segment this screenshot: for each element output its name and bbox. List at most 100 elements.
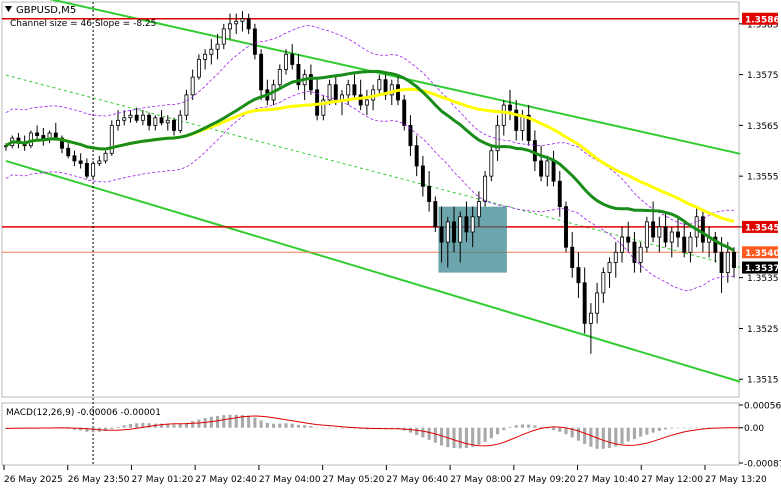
macd-histogram-bar	[552, 427, 556, 431]
candle-body	[464, 216, 469, 233]
macd-histogram-bar	[657, 427, 661, 431]
macd-histogram-bar	[645, 427, 649, 435]
candle-body	[184, 94, 189, 116]
candle	[140, 110, 145, 126]
candle-body	[172, 119, 176, 131]
y-tick-label: 1.3525	[747, 325, 779, 335]
candle-body	[246, 18, 251, 30]
channel-lower-line	[5, 159, 741, 383]
candle-body	[551, 160, 556, 182]
candle-body	[240, 18, 245, 22]
macd-histogram-bar	[265, 422, 269, 428]
macd-histogram-bar	[695, 427, 699, 429]
candle	[458, 211, 463, 263]
candle	[470, 206, 475, 248]
candle	[352, 74, 357, 100]
macd-histogram-bar	[352, 427, 356, 429]
candle	[476, 191, 481, 227]
macd-histogram-bar	[440, 427, 444, 446]
candle	[215, 33, 220, 60]
candle	[433, 196, 438, 232]
macd-histogram-bar	[122, 425, 126, 428]
candle-body	[476, 201, 481, 218]
macd-histogram-bar	[278, 423, 282, 428]
macd-histogram-bar	[197, 419, 201, 428]
chart-symbol-label: GBPUSD,M5	[16, 5, 76, 16]
price-tag-label: 1.3586	[745, 15, 780, 25]
candle	[545, 155, 550, 187]
macd-histogram-bar	[79, 427, 83, 431]
candle-body	[489, 150, 494, 177]
candle-body	[196, 58, 201, 78]
candle-body	[215, 43, 220, 50]
candle	[445, 216, 450, 268]
macd-histogram-bar	[502, 427, 506, 431]
candle	[657, 216, 662, 253]
candle	[595, 282, 600, 324]
y-tick-label: 1.3585	[747, 20, 779, 30]
candle-body	[91, 163, 96, 177]
macd-histogram-bar	[682, 427, 686, 429]
x-tick-label: 27 May 12:00	[641, 475, 703, 485]
candle	[66, 143, 71, 159]
candle	[514, 99, 519, 141]
candle-body	[613, 251, 618, 263]
ma-fast-line	[5, 69, 735, 252]
macd-histogram-bar	[514, 425, 518, 428]
macd-histogram-bar	[135, 423, 139, 428]
macd-histogram-bar	[178, 424, 182, 428]
macd-histogram-bar	[228, 414, 232, 428]
x-tick-label: 27 May 13:20	[705, 475, 767, 485]
candle-body	[595, 292, 600, 314]
candle-body	[140, 114, 145, 121]
macd-histogram-bar	[558, 427, 562, 432]
candle	[427, 171, 432, 212]
chart-menu-icon[interactable]	[5, 6, 12, 12]
candle-body	[694, 216, 699, 238]
candle-body	[259, 53, 264, 91]
price-tag-label: 1.3540	[745, 249, 780, 259]
candle	[284, 49, 288, 75]
macd-histogram-bar	[632, 427, 636, 440]
macd-tick-label: 0.00	[744, 424, 764, 434]
candle-body	[532, 140, 537, 162]
candle-body	[41, 135, 46, 139]
candle-body	[402, 99, 407, 126]
candle-body	[732, 251, 736, 268]
macd-histogram-bar	[458, 427, 462, 449]
candle	[172, 117, 176, 136]
candle-body	[688, 236, 693, 253]
macd-histogram-bar	[564, 427, 568, 435]
x-tick-label: 27 May 02:40	[195, 475, 257, 485]
channel-indicator-note: Channel size = 46 Slope = -8.25	[10, 19, 156, 29]
macd-histogram-bar	[533, 425, 537, 428]
candle-body	[564, 206, 568, 248]
macd-histogram-bar	[315, 427, 319, 429]
candle	[252, 23, 257, 60]
candle	[78, 153, 83, 169]
x-tick-label: 26 May 2025	[4, 475, 63, 485]
y-tick-label: 1.3535	[747, 274, 779, 284]
candle	[732, 247, 736, 278]
macd-histogram-bar	[309, 426, 313, 428]
candle-body	[588, 312, 593, 324]
macd-histogram-bar	[520, 424, 524, 428]
candle	[489, 145, 494, 182]
candle	[97, 155, 102, 166]
candle-body	[676, 231, 680, 238]
candle-body	[445, 221, 450, 243]
candle	[557, 171, 562, 217]
candle	[134, 107, 139, 123]
candle	[408, 115, 413, 156]
candle	[35, 125, 40, 141]
macd-histogram-bar	[639, 427, 643, 437]
macd-histogram-bar	[91, 427, 95, 433]
macd-tick-label: -0.00087	[744, 460, 781, 470]
price-tag	[742, 12, 778, 25]
candle	[439, 206, 444, 263]
candle-body	[228, 23, 232, 30]
macd-histogram-bar	[296, 424, 300, 428]
macd-histogram-bar	[303, 425, 307, 428]
candle-body	[147, 114, 152, 126]
macd-histogram-bar	[688, 427, 692, 429]
